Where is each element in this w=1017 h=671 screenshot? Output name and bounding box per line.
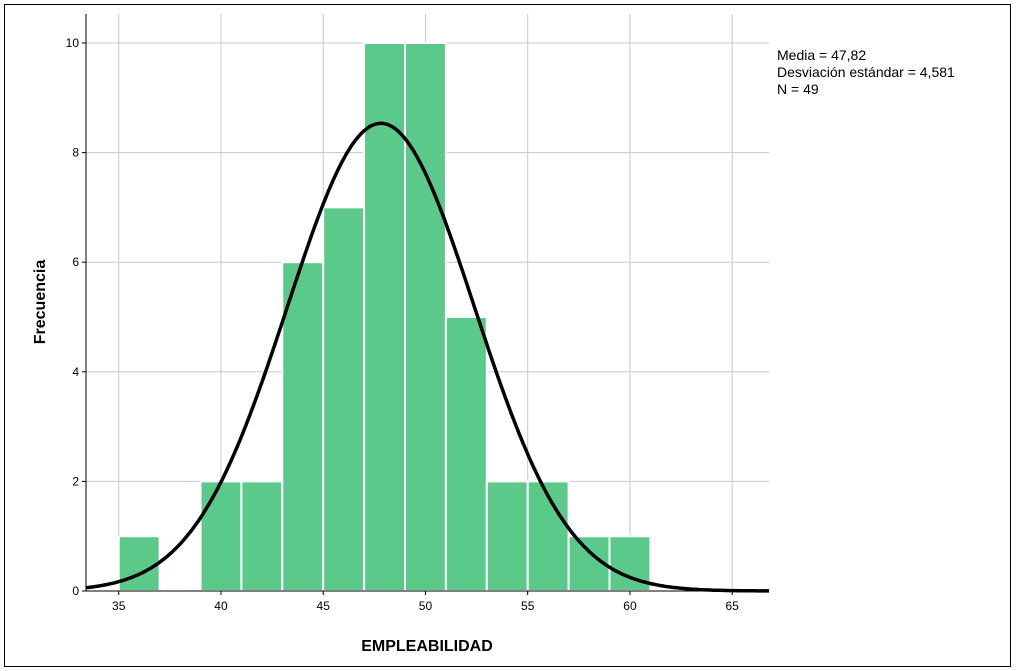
x-tick-labels: 35 40 45 50 55 60 65 bbox=[112, 591, 739, 613]
y-axis-title: Frecuencia bbox=[32, 260, 49, 345]
normal-curve bbox=[85, 121, 769, 593]
stats-n: N = 49 bbox=[777, 81, 819, 97]
histogram-bar bbox=[444, 316, 488, 592]
x-tick-label: 60 bbox=[623, 599, 637, 613]
y-tick-label: 10 bbox=[66, 36, 80, 50]
stats-mean: Media = 47,82 bbox=[777, 47, 866, 63]
histogram-bar bbox=[404, 42, 447, 592]
y-tick-label: 0 bbox=[72, 584, 79, 598]
y-tick-label: 6 bbox=[72, 255, 79, 269]
x-tick-label: 35 bbox=[112, 599, 126, 613]
y-tick-label: 4 bbox=[72, 365, 79, 379]
x-tick-label: 40 bbox=[214, 599, 228, 613]
histogram-bar bbox=[322, 206, 366, 592]
y-tick-labels: 0 2 4 6 8 10 bbox=[66, 36, 86, 598]
stats-sd: Desviación estándar = 4,581 bbox=[777, 64, 955, 80]
histogram-bar bbox=[199, 480, 243, 592]
x-tick-label: 45 bbox=[317, 599, 331, 613]
x-axis-title: EMPLEABILIDAD bbox=[361, 638, 493, 655]
y-tick-label: 2 bbox=[72, 474, 79, 488]
x-tick-label: 55 bbox=[521, 599, 535, 613]
histogram-bar bbox=[117, 535, 161, 593]
histogram-bar bbox=[363, 42, 407, 592]
histogram-bar bbox=[281, 261, 325, 592]
x-tick-label: 50 bbox=[419, 599, 433, 613]
y-tick-label: 8 bbox=[72, 146, 79, 160]
x-tick-label: 65 bbox=[726, 599, 740, 613]
histogram-bar bbox=[240, 480, 284, 592]
axes bbox=[85, 14, 769, 592]
histogram-bar bbox=[485, 480, 529, 592]
stats-box: Media = 47,82 Desviación estándar = 4,58… bbox=[777, 47, 955, 97]
